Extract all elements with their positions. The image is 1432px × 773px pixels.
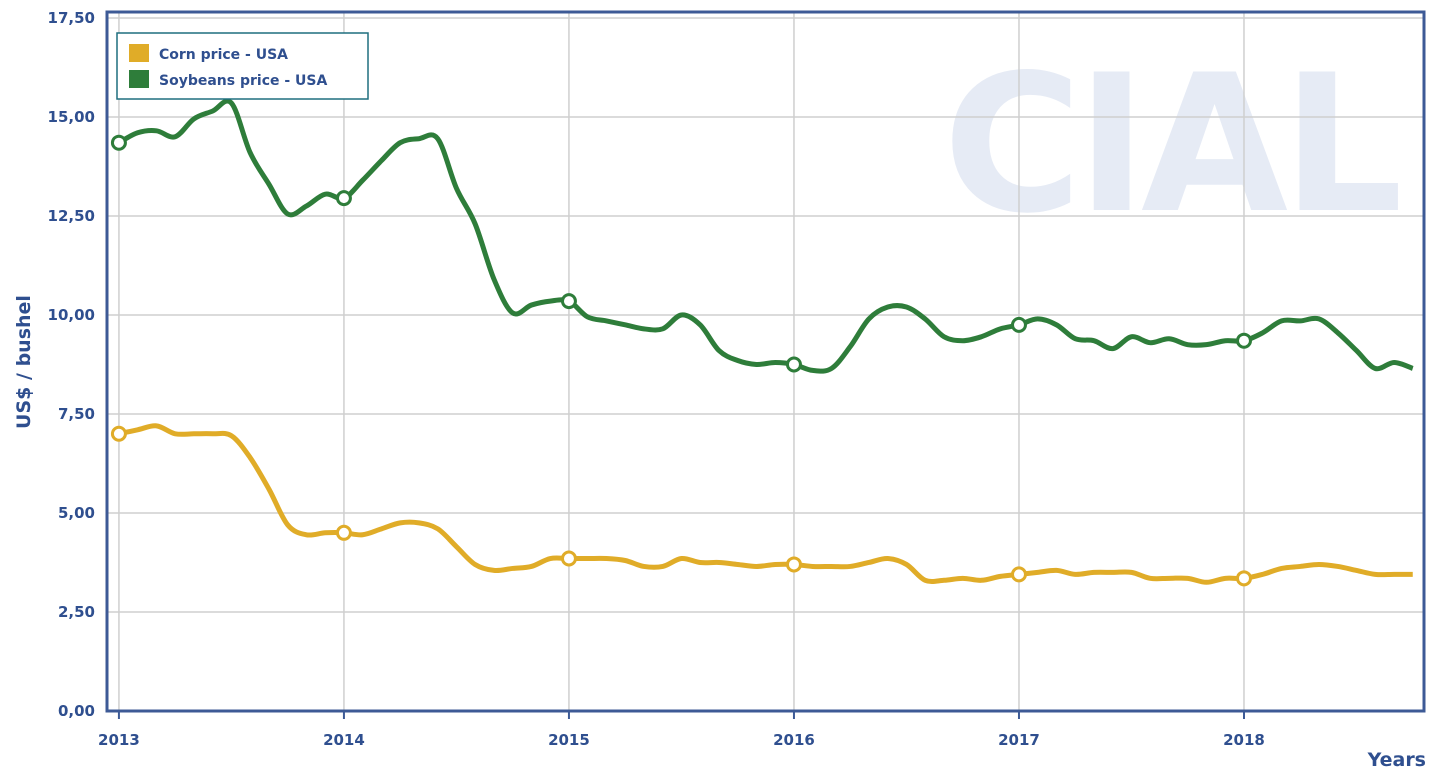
point-marker xyxy=(335,524,352,541)
legend-label: Corn price - USA xyxy=(159,47,288,63)
y-tick-label: 17,50 xyxy=(48,9,95,27)
point-marker xyxy=(560,293,577,310)
y-tick-label: 0,00 xyxy=(58,702,95,720)
point-marker xyxy=(1235,570,1252,587)
x-tick-label: 2015 xyxy=(548,731,590,749)
x-tick-label: 2017 xyxy=(998,731,1040,749)
series-line xyxy=(117,98,1414,374)
y-tick-label: 12,50 xyxy=(48,207,95,225)
x-tick-label: 2014 xyxy=(323,731,365,749)
point-marker xyxy=(1010,316,1027,333)
x-tick-label: 2018 xyxy=(1223,731,1265,749)
point-marker xyxy=(110,134,127,151)
point-marker xyxy=(1235,332,1252,349)
y-tick-label: 2,50 xyxy=(58,603,95,621)
legend-swatch xyxy=(129,44,149,62)
point-marker xyxy=(785,356,802,373)
legend-swatch xyxy=(129,70,149,88)
y-axis-label: US$ / bushel xyxy=(13,295,35,429)
x-tick-label: 2013 xyxy=(98,731,140,749)
point-marker xyxy=(785,556,802,573)
watermark: CIAL xyxy=(943,34,1398,255)
plot-border xyxy=(105,10,1426,713)
x-axis-label: Years xyxy=(1367,749,1426,769)
point-marker xyxy=(1010,566,1027,583)
point-marker xyxy=(110,425,127,442)
series-line xyxy=(118,423,1413,585)
point-marker xyxy=(335,190,352,207)
y-tick-label: 7,50 xyxy=(58,405,95,423)
legend-label: Soybeans price - USA xyxy=(159,73,327,89)
y-tick-label: 10,00 xyxy=(48,306,95,324)
point-marker xyxy=(560,550,577,567)
y-tick-label: 15,00 xyxy=(48,108,95,126)
legend-box xyxy=(116,32,369,100)
x-tick-label: 2016 xyxy=(773,731,815,749)
y-tick-label: 5,00 xyxy=(58,504,95,522)
